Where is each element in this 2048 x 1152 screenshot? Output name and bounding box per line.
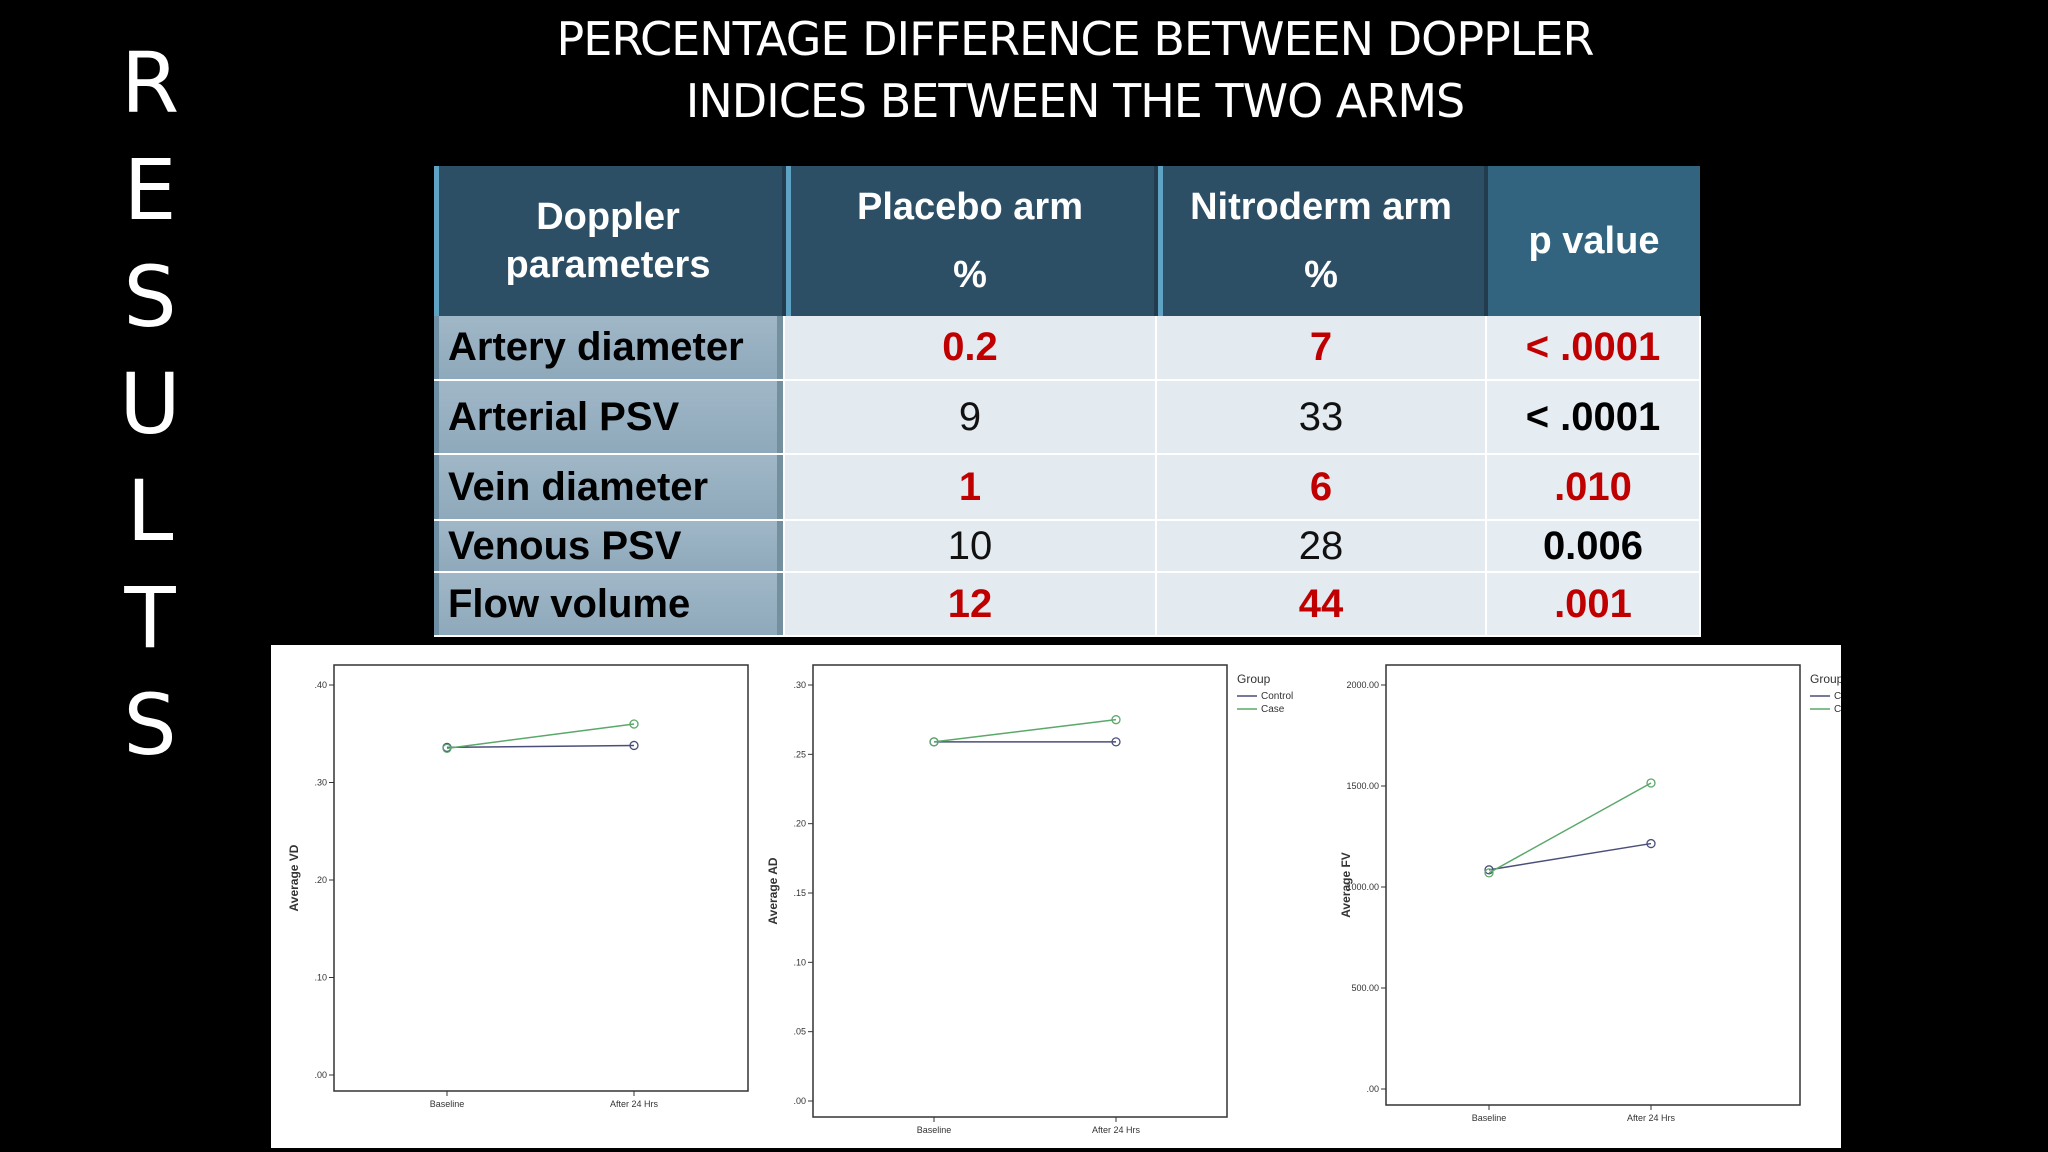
row-p-value: .001 [1486,572,1701,637]
header-placebo-label: Placebo arm [857,186,1083,228]
chart-1-ytick-label: .10 [314,973,327,983]
row-parameter: Flow volume [434,572,785,637]
letter-e: E [123,141,177,239]
chart-3-series-case-line [1488,782,1652,874]
header-nitroderm-label: Nitroderm arm [1190,186,1452,228]
letter-u: U [119,355,181,453]
line-charts-panel: .00 .10 .20 .30 .40 Baseline After 24 Hrs Avera… [271,645,1841,1148]
results-vertical-label: R E S U L T S [118,30,182,779]
row-parameter: Venous PSV [434,520,785,573]
table-row: Artery diameter 0.2 7 < .0001 [434,316,1701,381]
chart-2-ytick-label: .20 [793,819,806,829]
chart-2-y-axis-title: Average AD [766,857,780,924]
chart-1-ytick-label: .40 [314,680,327,690]
row-placebo-value: 10 [784,520,1157,573]
chart-2-legend-entry: Case [1261,704,1285,715]
row-nitroderm-value: 44 [1156,572,1487,637]
row-placebo-value: 0.2 [784,316,1157,381]
letter-s-2: S [123,676,177,774]
letter-r: R [120,34,180,132]
chart-3-series-case-point [1646,778,1656,788]
chart-1-ytick-label: .00 [314,1070,327,1080]
row-nitroderm-value: 6 [1156,454,1487,521]
chart-1-series-control-point [629,740,639,751]
row-placebo-value: 1 [784,454,1157,521]
row-p-value: < .0001 [1486,316,1701,381]
chart-3-ytick-label: 500.00 [1351,983,1379,993]
table-header-row: Doppler parameters Placebo arm % Nitrode… [434,166,1700,316]
row-p-value: < .0001 [1486,380,1701,455]
row-nitroderm-value: 7 [1156,316,1487,381]
table-row: Arterial PSV 9 33 < .0001 [434,380,1701,455]
chart-1-series-control-line [446,744,635,749]
chart-2-ytick-label: .30 [793,680,806,690]
chart-3-series-control-line [1488,842,1652,871]
header-param-line-2: parameters [505,244,711,286]
chart-1-frame [333,664,749,1092]
header-nitroderm-unit: % [1304,254,1338,296]
chart-2-xtick-label: After 24 Hrs [1092,1125,1141,1135]
row-p-value: 0.006 [1486,520,1701,573]
slide-title: PERCENTAGE DIFFERENCE BETWEEN DOPPLER IN… [440,8,1710,132]
row-placebo-value: 12 [784,572,1157,637]
chart-2-series-case-point [1111,715,1121,725]
chart-2-frame [812,664,1228,1118]
chart-2-series-control-point [1111,737,1121,747]
chart-3-series-case-point [1484,868,1494,878]
chart-3-series-control-point [1646,838,1656,849]
header-nitroderm-arm: Nitroderm arm % [1156,166,1488,316]
header-p-value: p value [1486,166,1700,316]
chart-1-series-case-point [442,743,452,754]
chart-3-ytick-label: .00 [1366,1084,1379,1094]
slide-title-line-1: PERCENTAGE DIFFERENCE BETWEEN DOPPLER [556,12,1595,66]
letter-s: S [123,248,177,346]
chart-3-ytick-label: 1500.00 [1346,781,1379,791]
chart-3-legend-title: Group [1810,672,1841,686]
chart-2-ytick-label: .25 [793,749,806,759]
chart-2-ytick-label: .15 [793,888,806,898]
chart-2-legend-title: Group [1237,672,1271,686]
row-placebo-value: 9 [784,380,1157,455]
chart-2-legend-entry: Control [1261,691,1293,702]
header-doppler-parameters: Doppler parameters [434,166,786,316]
chart-2-series-case-point [929,737,939,747]
letter-t: T [124,569,176,667]
row-p-value: .010 [1486,454,1701,521]
chart-3-ytick-label: 2000.00 [1346,680,1379,690]
chart-1-xtick-label: Baseline [430,1099,465,1109]
row-nitroderm-value: 28 [1156,520,1487,573]
letter-l: L [126,462,174,560]
chart-3-ytick-label: 1000.00 [1346,882,1379,892]
row-parameter: Arterial PSV [434,380,785,455]
row-parameter: Vein diameter [434,454,785,521]
chart-3-legend-entry: Control [1834,691,1841,702]
table-row: Vein diameter 1 6 .010 [434,454,1701,521]
chart-3-legend-entry: Case [1834,704,1841,715]
chart-2-series-case-line [933,718,1117,743]
chart-3-xtick-label: After 24 Hrs [1627,1113,1676,1123]
chart-3-y-axis-title: Average FV [1339,852,1353,918]
table-row: Flow volume 12 44 .001 [434,572,1701,637]
header-param-line-1: Doppler [536,196,680,238]
row-nitroderm-value: 33 [1156,380,1487,455]
chart-1-y-axis-title: Average VD [287,844,301,911]
chart-2-ytick-label: .05 [793,1027,806,1037]
chart-1-series-case-line [446,723,635,750]
chart-3-xtick-label: Baseline [1472,1113,1507,1123]
chart-1-series-case-point [629,719,639,729]
doppler-results-table: Doppler parameters Placebo arm % Nitrode… [434,166,1701,637]
header-placebo-arm: Placebo arm % [784,166,1158,316]
line-charts-svg: .00 .10 .20 .30 .40 Baseline After 24 Hrs Avera… [287,664,1841,1135]
header-placebo-unit: % [953,254,987,296]
chart-1-ytick-label: .30 [314,778,327,788]
chart-1-xtick-label: After 24 Hrs [610,1099,659,1109]
chart-1-ytick-label: .20 [314,875,327,885]
table-row: Venous PSV 10 28 0.006 [434,520,1701,573]
chart-2-ytick-label: .00 [793,1096,806,1106]
chart-3-frame [1385,664,1801,1106]
slide-title-line-2: INDICES BETWEEN THE TWO ARMS [685,74,1465,128]
row-parameter: Artery diameter [434,316,785,381]
chart-2-ytick-label: .10 [793,957,806,967]
chart-2-xtick-label: Baseline [917,1125,952,1135]
